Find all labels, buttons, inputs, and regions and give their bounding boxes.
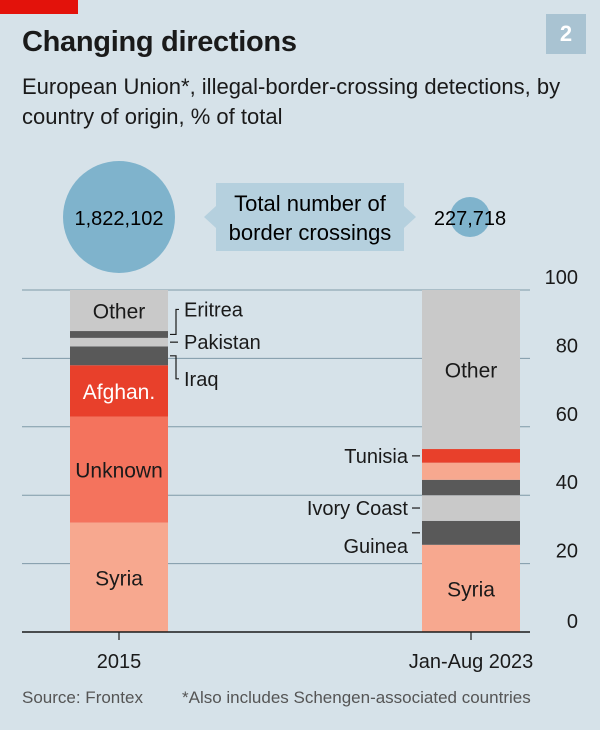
leader-eritrea: [170, 308, 179, 336]
x-tick-2015: 2015: [97, 651, 142, 673]
segment-label-syria: Syria: [95, 567, 143, 590]
segment-label-other: Other: [445, 360, 498, 383]
segment-label-afghan: Afghan.: [83, 381, 155, 404]
annotation-pakistan: Pakistan: [184, 332, 261, 354]
bar-2015-segment-iraq: [70, 346, 168, 366]
segment-label-unknown: Unknown: [75, 460, 163, 483]
annotation-ivory-coast: Ivory Coast: [307, 498, 409, 520]
annotation-guinea: Guinea: [344, 536, 409, 558]
totals-callout-line-1: Total number of: [234, 191, 387, 216]
y-axis-tick-labels: 0 20 40 60 80 100: [545, 267, 578, 633]
bar-jan-aug-2023-segment-other: [422, 290, 520, 450]
total-bubble-2015: [63, 161, 175, 273]
source-note: Source: Frontex: [22, 688, 143, 707]
footnote: *Also includes Schengen-associated count…: [182, 688, 531, 707]
bar-2015-segment-syria: [70, 522, 168, 632]
leader-iraq: [170, 355, 179, 380]
totals-callout-line-2: border crossings: [229, 220, 392, 245]
bar-jan-aug-2023-segment-ivory-coast: [422, 495, 520, 521]
total-value-2015: 1,822,102: [75, 208, 164, 230]
y-tick-60: 60: [556, 404, 578, 426]
stacked-bars: Syria Unknown Afghan. Other Syria Other: [22, 290, 530, 633]
y-tick-0: 0: [567, 611, 578, 633]
bar-jan-aug-2023-segment-peach-segment: [422, 462, 520, 480]
chart-title: Changing directions: [22, 26, 297, 58]
segment-annotations: Eritrea Pakistan Iraq Tunisia Ivory Coast Gui…: [170, 299, 420, 558]
bar-jan-aug-2023-segment-tunisia: [422, 449, 520, 463]
bar-jan-aug-2023-segment-dark-segment: [422, 479, 520, 496]
bar-2015-segment-pakistan: [70, 337, 168, 347]
segment-label-syria: Syria: [447, 578, 495, 601]
y-tick-40: 40: [556, 472, 578, 494]
total-value-2023: 227,718: [434, 208, 506, 230]
y-tick-100: 100: [545, 267, 578, 289]
annotation-eritrea: Eritrea: [184, 299, 244, 321]
bar-2015-segment-afghan: [70, 365, 168, 417]
bar-jan-aug-2023-segment-guinea: [422, 520, 520, 545]
bar-2015-segment-other: [70, 290, 168, 332]
totals-callout-box: [204, 183, 416, 251]
bar-2015-segment-unknown: [70, 416, 168, 523]
x-axis-tick-labels: 2015 Jan-Aug 2023: [97, 632, 534, 673]
y-tick-80: 80: [556, 335, 578, 357]
annotation-iraq: Iraq: [184, 369, 218, 391]
y-tick-20: 20: [556, 541, 578, 563]
bar-2015-segment-eritrea: [70, 331, 168, 338]
total-bubble-2023: [450, 197, 490, 237]
bar-jan-aug-2023-segment-syria: [422, 544, 520, 632]
chart-number-badge: 2: [546, 14, 586, 54]
annotation-tunisia: Tunisia: [344, 446, 409, 468]
segment-label-other: Other: [93, 301, 146, 324]
x-tick-jan-aug-2023: Jan-Aug 2023: [409, 651, 534, 673]
chart-subtitle: European Union*, illegal-border-crossing…: [22, 74, 561, 129]
brand-tag: [0, 0, 78, 14]
